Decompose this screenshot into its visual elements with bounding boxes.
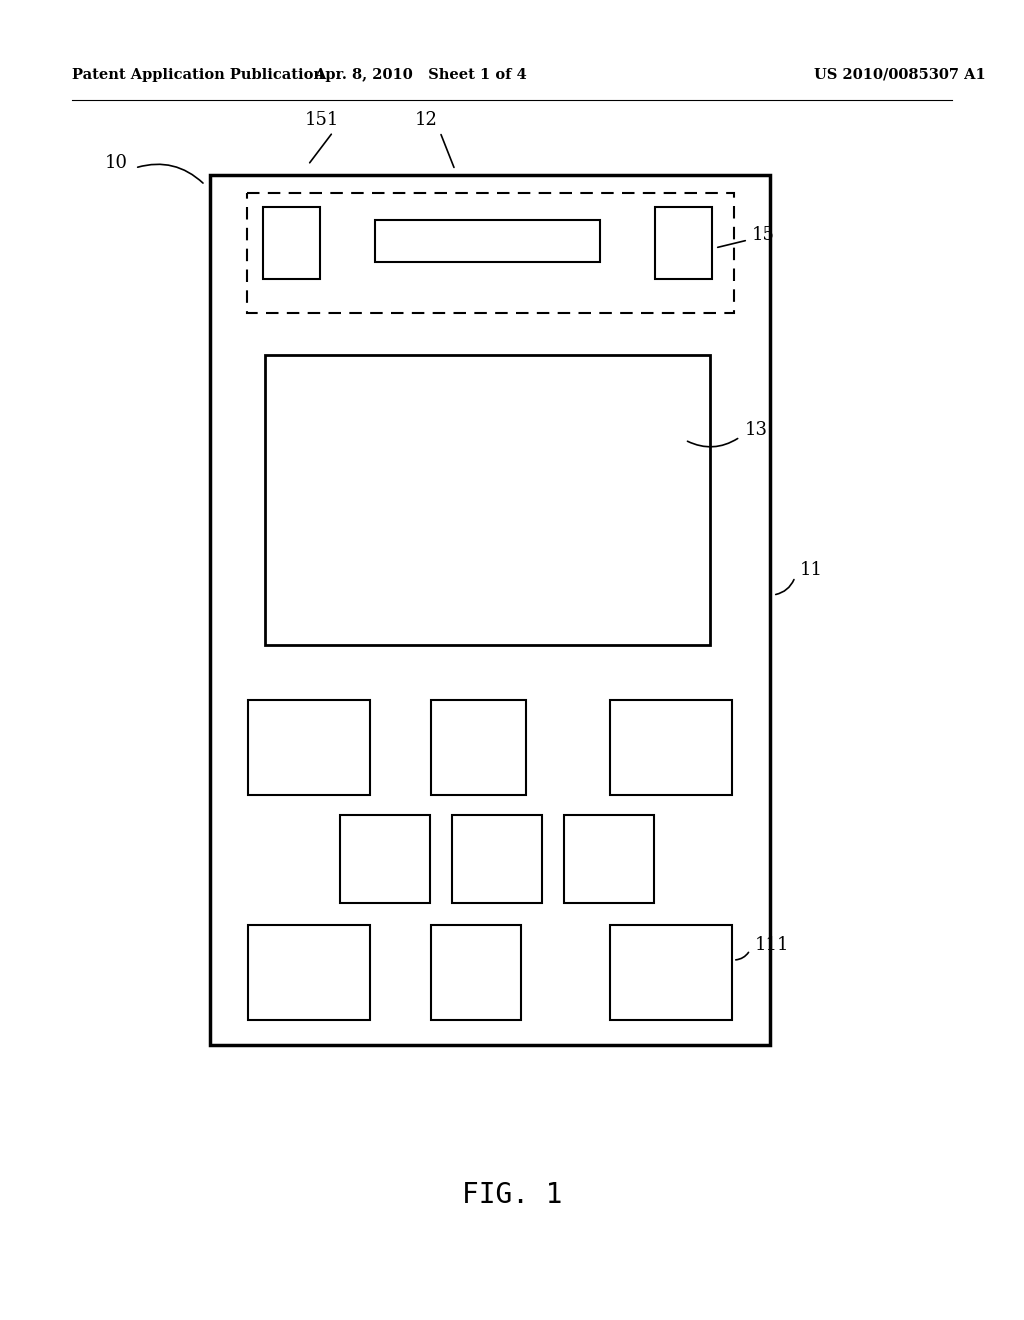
Bar bbox=[248, 700, 370, 795]
Bar bbox=[431, 925, 521, 1020]
Text: 10: 10 bbox=[105, 154, 128, 172]
Bar bbox=[610, 925, 732, 1020]
Bar bbox=[610, 700, 732, 795]
Text: FIG. 1: FIG. 1 bbox=[462, 1181, 562, 1209]
Bar bbox=[265, 355, 710, 645]
Text: Patent Application Publication: Patent Application Publication bbox=[72, 69, 324, 82]
Bar bbox=[431, 700, 526, 795]
Bar bbox=[375, 220, 600, 261]
Bar bbox=[210, 176, 770, 1045]
Bar bbox=[655, 207, 712, 279]
Bar bbox=[248, 925, 370, 1020]
Text: US 2010/0085307 A1: US 2010/0085307 A1 bbox=[814, 69, 986, 82]
Text: 151: 151 bbox=[305, 111, 339, 129]
Bar bbox=[340, 814, 430, 903]
Text: 111: 111 bbox=[755, 936, 790, 954]
Text: Apr. 8, 2010   Sheet 1 of 4: Apr. 8, 2010 Sheet 1 of 4 bbox=[313, 69, 526, 82]
Bar bbox=[564, 814, 654, 903]
Bar bbox=[263, 207, 319, 279]
Text: 12: 12 bbox=[415, 111, 438, 129]
Text: 15: 15 bbox=[752, 226, 775, 244]
Bar bbox=[247, 193, 734, 313]
Text: 13: 13 bbox=[745, 421, 768, 440]
Text: 11: 11 bbox=[800, 561, 823, 579]
Bar bbox=[452, 814, 542, 903]
